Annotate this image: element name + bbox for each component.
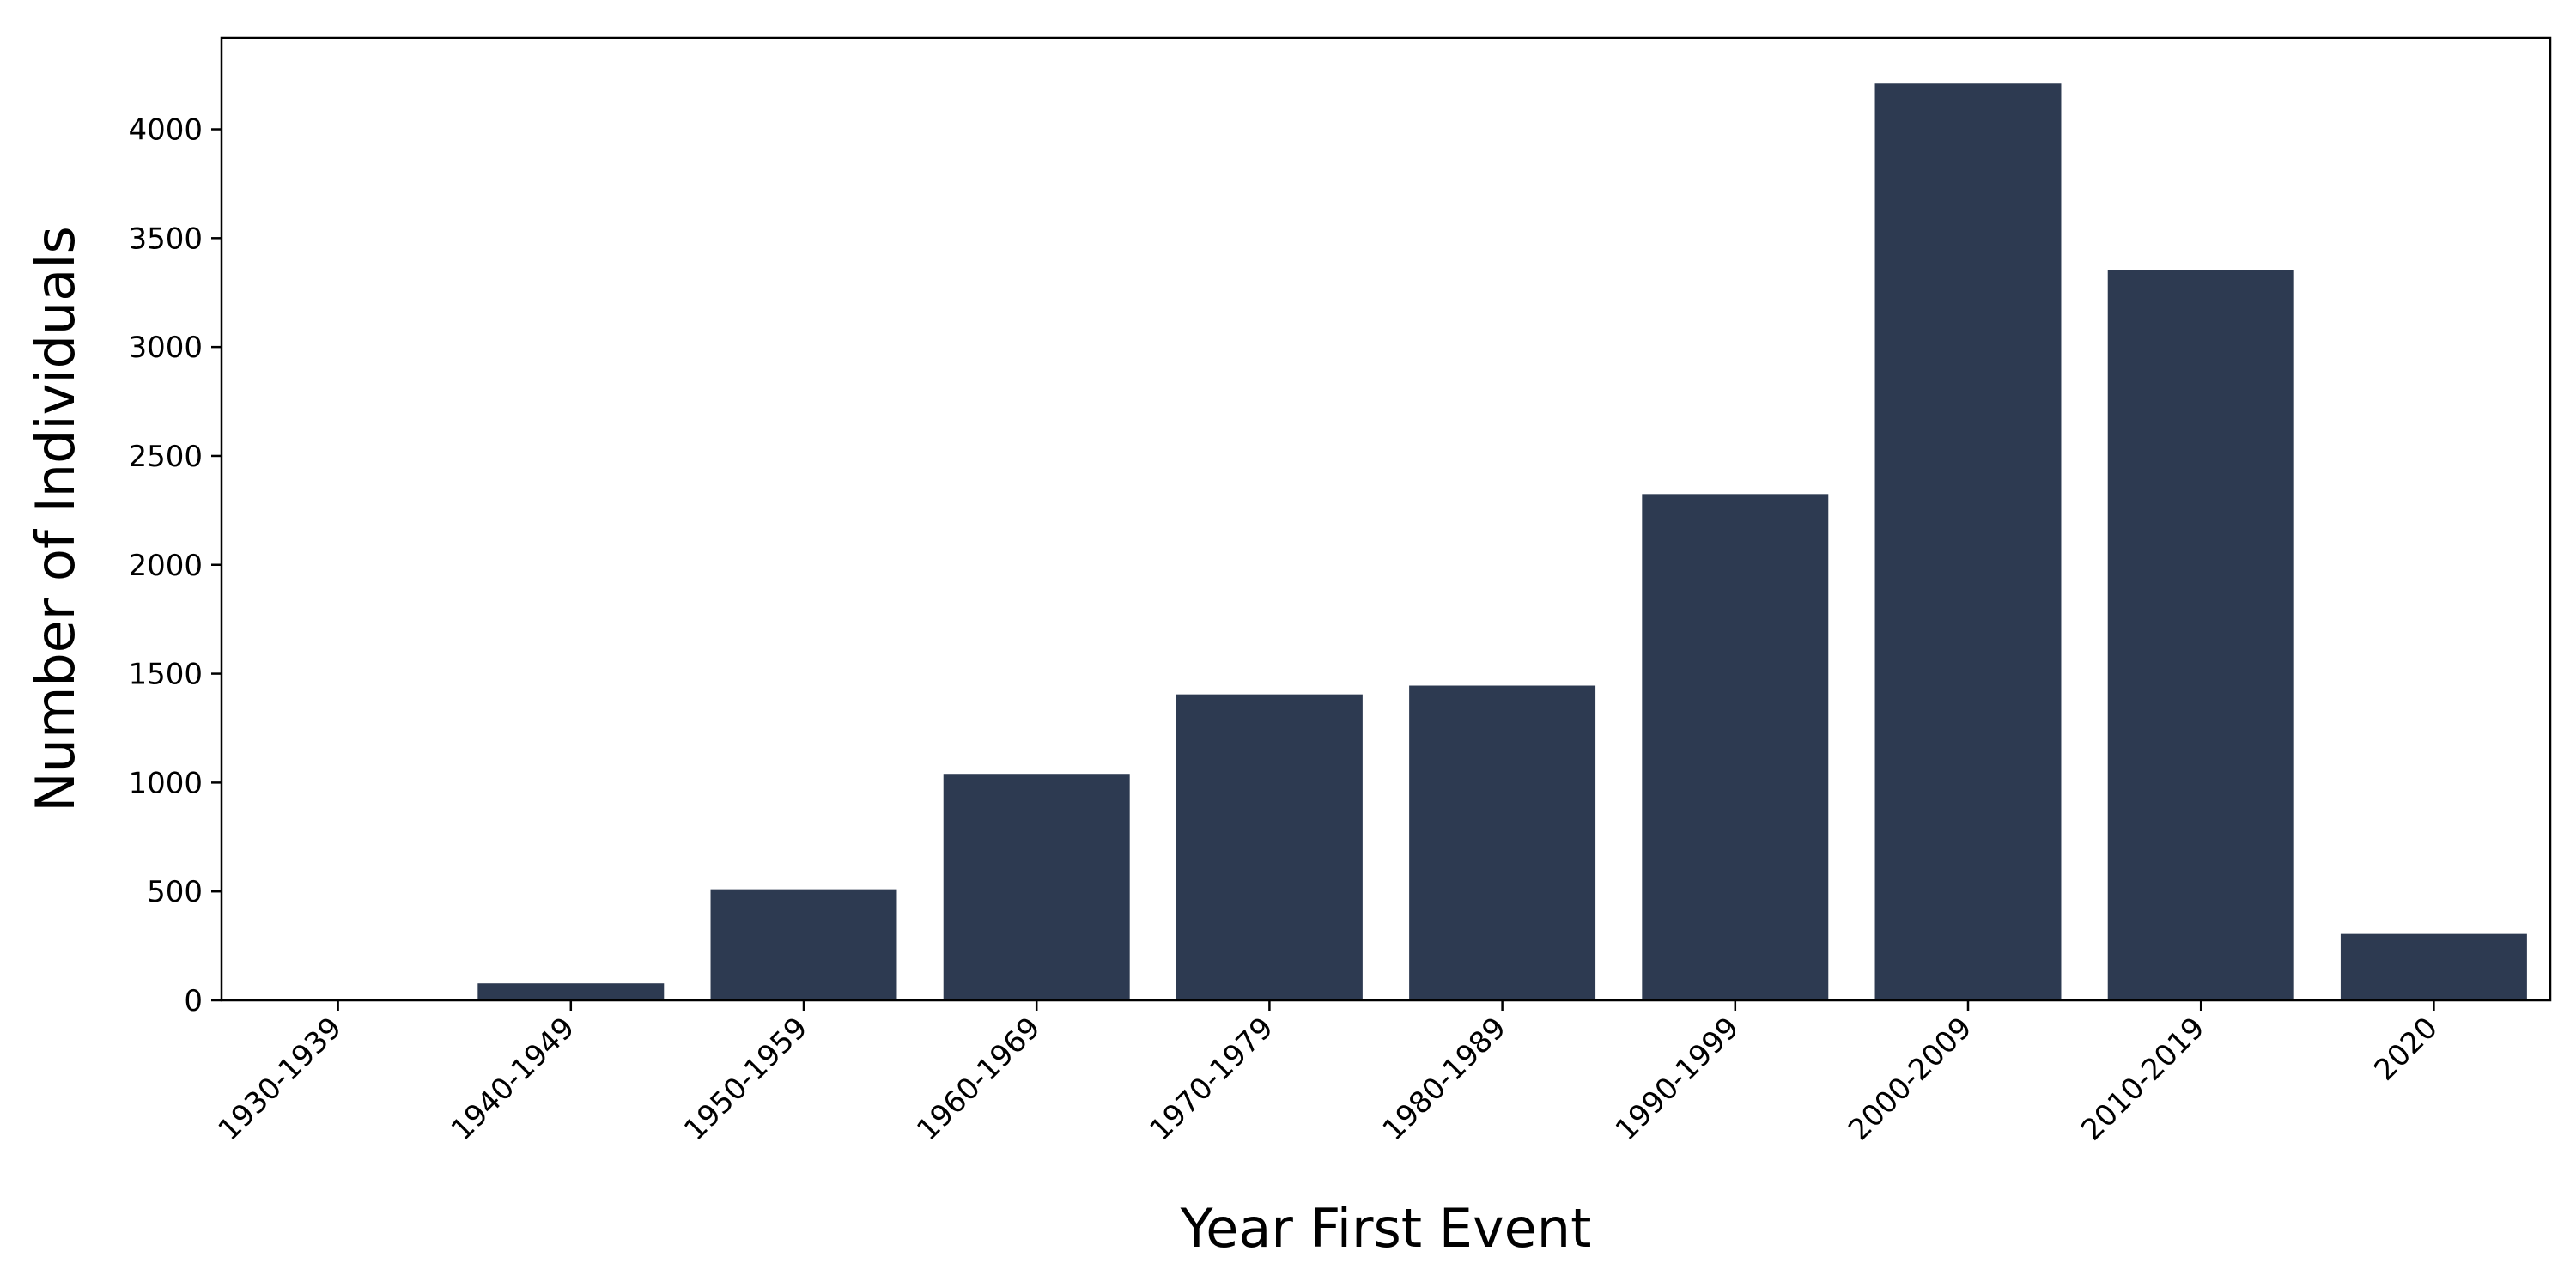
y-tick-label: 2000 (128, 549, 203, 583)
x-axis-label: Year First Event (1180, 1197, 1592, 1260)
bar-1940-1949 (477, 983, 665, 1000)
y-tick-label: 500 (147, 875, 203, 909)
y-tick-label: 2500 (128, 440, 203, 474)
bar-1980-1989 (1409, 685, 1596, 1000)
x-tick-label: 1940-1949 (445, 1011, 581, 1147)
y-tick-label: 0 (184, 984, 203, 1018)
x-tick-label: 2000-2009 (1842, 1011, 1978, 1147)
x-tick-label: 2020 (2367, 1011, 2444, 1087)
y-tick-label: 3500 (128, 222, 203, 256)
y-tick-label: 4000 (128, 113, 203, 148)
bar-1970-1979 (1176, 694, 1363, 1000)
x-tick-label: 1930-1939 (212, 1011, 349, 1147)
bars (245, 83, 2527, 1001)
x-tick-label: 2010-2019 (2075, 1011, 2211, 1147)
x-tick-label: 1980-1989 (1376, 1011, 1513, 1147)
x-axis: 1930-1939 1940-1949 1950-1959 1960-1969 1970… (212, 1000, 2445, 1147)
x-tick-label: 1960-1969 (910, 1011, 1047, 1147)
bar-2010-2019 (2107, 270, 2294, 1000)
bar-1950-1959 (710, 889, 897, 1000)
bar-2020 (2340, 933, 2527, 1000)
plot-frame (220, 36, 2552, 1002)
y-axis: 0 500 1000 1500 2000 2500 3000 3500 4000 (128, 113, 222, 1018)
bar-2000-2009 (1874, 83, 2062, 1001)
x-tick-label: 1990-1999 (1609, 1011, 1746, 1147)
bar-1990-1999 (1642, 494, 1829, 1000)
y-tick-label: 1000 (128, 766, 203, 800)
x-tick-label: 1970-1979 (1143, 1011, 1279, 1147)
bar-1960-1969 (943, 774, 1130, 1000)
y-tick-label: 1500 (128, 658, 203, 692)
y-axis-label: Number of Individuals (24, 226, 87, 811)
y-tick-label: 3000 (128, 331, 203, 365)
x-tick-label: 1950-1959 (677, 1011, 814, 1147)
